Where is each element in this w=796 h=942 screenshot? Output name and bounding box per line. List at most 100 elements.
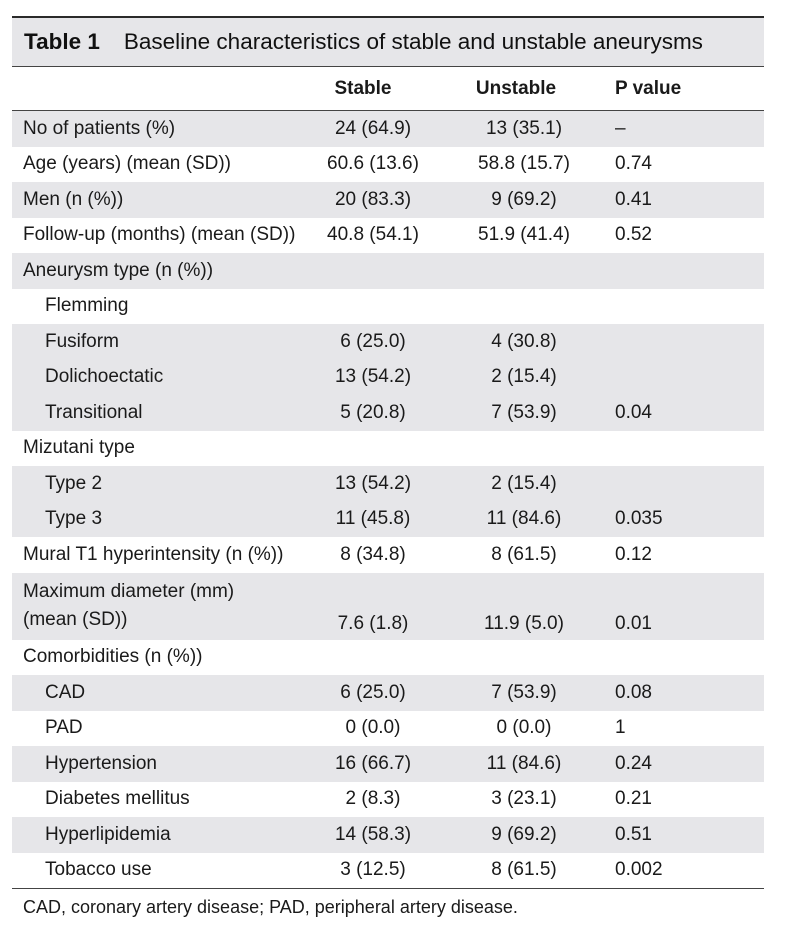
row-label: Tobacco use: [45, 859, 152, 881]
table-row: Type 2 13 (54.2) 2 (15.4): [12, 466, 764, 502]
p-value: 0.035: [615, 508, 663, 530]
row-label: Age (years) (mean (SD)): [23, 153, 231, 175]
unstable-value: 8 (61.5): [491, 859, 557, 881]
table-row: Flemming: [12, 289, 764, 325]
unstable-value: [469, 431, 579, 467]
row-label: Hypertension: [45, 752, 157, 774]
stable-value: 13 (54.2): [334, 472, 412, 494]
p-value: 0.51: [615, 823, 652, 845]
p-value: 0.41: [615, 188, 652, 210]
table-row: PAD 0 (0.0) 0 (0.0) 1: [12, 711, 764, 747]
unstable-value: [469, 253, 579, 289]
row-label: Maximum diameter (mm) (mean (SD)): [23, 573, 234, 640]
table-row: Fusiform 6 (25.0) 4 (30.8): [12, 324, 764, 360]
row-label: Mural T1 hyperintensity (n (%)): [23, 543, 284, 565]
unstable-value: 58.8 (15.7): [478, 153, 570, 175]
table-container: Table 1 Baseline characteristics of stab…: [12, 16, 764, 918]
header-stable: Stable: [334, 77, 392, 99]
stable-value: 40.8 (54.1): [327, 224, 419, 246]
row-label: Hyperlipidemia: [45, 823, 171, 845]
row-label: Fusiform: [45, 330, 119, 352]
table-row: Maximum diameter (mm) (mean (SD)) 7.6 (1.8…: [12, 572, 764, 640]
table-header-row: Stable Unstable P value: [12, 66, 764, 111]
p-value: 0.08: [615, 681, 652, 703]
p-value: 1: [615, 717, 626, 739]
table-row: Dolichoectatic 13 (54.2) 2 (15.4): [12, 359, 764, 395]
stable-value: 7.6 (1.8): [337, 612, 409, 634]
stable-value: 0 (0.0): [345, 717, 401, 739]
row-label: Men (n (%)): [23, 188, 124, 210]
row-label: Flemming: [45, 295, 129, 317]
stable-value: [318, 289, 428, 325]
unstable-value: 13 (35.1): [485, 117, 563, 139]
row-label: Type 3: [45, 508, 103, 530]
stable-value: 6 (25.0): [340, 681, 406, 703]
row-label: Dolichoectatic: [45, 366, 164, 388]
row-label: CAD: [45, 681, 86, 703]
p-value: 0.002: [615, 859, 663, 881]
table-row: No of patients (%) 24 (64.9) 13 (35.1) –: [12, 111, 764, 147]
table-body: No of patients (%) 24 (64.9) 13 (35.1) – Age…: [12, 111, 764, 888]
unstable-value: 7 (53.9): [491, 401, 557, 423]
table-row: Mizutani type: [12, 431, 764, 467]
stable-value: 13 (54.2): [334, 366, 412, 388]
table-row: Men (n (%)) 20 (83.3) 9 (69.2) 0.41: [12, 182, 764, 218]
stable-value: 11 (45.8): [335, 508, 411, 530]
row-label: PAD: [45, 717, 83, 739]
unstable-value: 11 (84.6): [486, 752, 562, 774]
p-value: 0.74: [615, 153, 652, 175]
unstable-value: 9 (69.2): [491, 188, 557, 210]
p-value: 0.21: [615, 788, 652, 810]
table-row: Age (years) (mean (SD)) 60.6 (13.6) 58.8 (…: [12, 147, 764, 183]
unstable-value: 4 (30.8): [491, 330, 557, 352]
stable-value: 16 (66.7): [334, 752, 412, 774]
unstable-value: 51.9 (41.4): [478, 224, 570, 246]
table-row: CAD 6 (25.0) 7 (53.9) 0.08: [12, 675, 764, 711]
stable-value: 14 (58.3): [334, 823, 412, 845]
stable-value: 6 (25.0): [340, 330, 406, 352]
p-value: 0.04: [615, 401, 652, 423]
stable-value: [318, 431, 428, 467]
unstable-value: 8 (61.5): [491, 543, 557, 565]
stable-value: 2 (8.3): [345, 788, 401, 810]
row-label: Mizutani type: [23, 437, 135, 459]
table-row: Hyperlipidemia 14 (58.3) 9 (69.2) 0.51: [12, 817, 764, 853]
table-row: Diabetes mellitus 2 (8.3) 3 (23.1) 0.21: [12, 782, 764, 818]
unstable-value: 11 (84.6): [486, 508, 562, 530]
table-label: Table 1: [24, 29, 100, 54]
table-row: Comorbidities (n (%)): [12, 640, 764, 676]
table-row: Transitional 5 (20.8) 7 (53.9) 0.04: [12, 395, 764, 431]
row-label: Aneurysm type (n (%)): [23, 259, 214, 281]
unstable-value: 2 (15.4): [491, 472, 557, 494]
table-title-bar: Table 1 Baseline characteristics of stab…: [12, 16, 764, 66]
unstable-value: [469, 640, 579, 676]
unstable-value: 9 (69.2): [491, 823, 557, 845]
header-unstable: Unstable: [475, 77, 557, 99]
row-label: Transitional: [45, 401, 143, 423]
table-title: Baseline characteristics of stable and u…: [123, 29, 703, 54]
row-label: Diabetes mellitus: [45, 788, 190, 810]
unstable-value: [469, 289, 579, 325]
stable-value: 8 (34.8): [340, 543, 406, 565]
row-label: Type 2: [45, 472, 103, 494]
row-label: Follow-up (months) (mean (SD)): [23, 224, 296, 246]
p-value: 0.12: [615, 543, 652, 565]
table-footnote: CAD, coronary artery disease; PAD, perip…: [12, 888, 764, 918]
p-value: 0.24: [615, 752, 652, 774]
unstable-value: 0 (0.0): [496, 717, 552, 739]
unstable-value: 7 (53.9): [491, 681, 557, 703]
header-p-value: P value: [615, 77, 682, 99]
p-value: 0.52: [615, 224, 652, 246]
stable-value: [318, 640, 428, 676]
stable-value: 60.6 (13.6): [327, 153, 419, 175]
stable-value: 5 (20.8): [340, 401, 406, 423]
unstable-value: 2 (15.4): [491, 366, 557, 388]
p-value: 0.01: [615, 612, 652, 634]
stable-value: 24 (64.9): [334, 117, 412, 139]
table-row: Aneurysm type (n (%)): [12, 253, 764, 289]
row-label: No of patients (%): [23, 117, 176, 139]
table-row: Tobacco use 3 (12.5) 8 (61.5) 0.002: [12, 853, 764, 889]
p-value: –: [615, 117, 626, 139]
table-row: Type 3 11 (45.8) 11 (84.6) 0.035: [12, 501, 764, 537]
row-label-line: (mean (SD)): [23, 609, 128, 630]
